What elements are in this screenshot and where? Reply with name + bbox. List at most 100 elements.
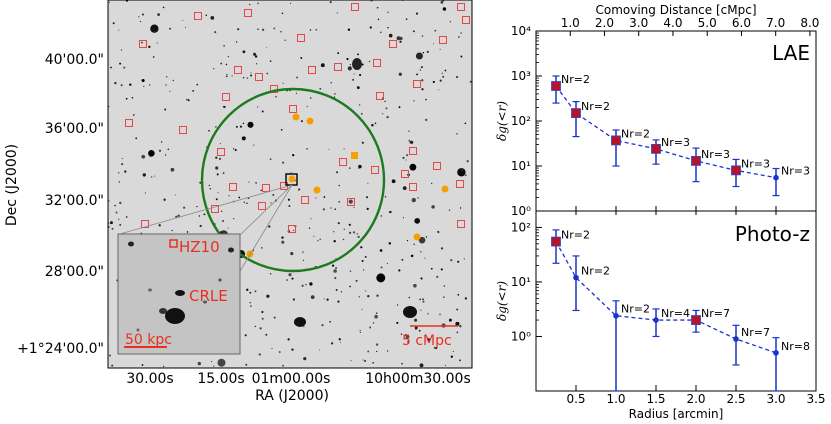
star xyxy=(227,227,229,229)
search-radius-circle xyxy=(200,87,386,273)
star xyxy=(235,41,238,43)
star xyxy=(352,231,356,234)
lae-candidate-box xyxy=(288,225,296,233)
star xyxy=(380,31,382,34)
n-label: Nr=2 xyxy=(621,303,650,316)
star xyxy=(227,55,230,58)
star xyxy=(169,90,171,92)
n-label: Nr=2 xyxy=(561,229,590,242)
star xyxy=(413,283,417,288)
lae-candidate-box xyxy=(297,34,305,42)
star xyxy=(405,159,407,161)
star xyxy=(138,16,140,18)
star xyxy=(400,333,403,335)
star xyxy=(315,197,317,199)
star xyxy=(444,69,447,72)
star xyxy=(456,132,458,135)
star xyxy=(148,45,151,49)
x-tick-label: 3.0 xyxy=(766,392,785,406)
star xyxy=(269,158,272,161)
star xyxy=(284,39,286,41)
star xyxy=(300,56,303,59)
star xyxy=(217,192,219,194)
star xyxy=(371,123,374,127)
star xyxy=(265,333,268,336)
star xyxy=(273,27,276,30)
star xyxy=(416,73,419,76)
star xyxy=(118,218,120,221)
star xyxy=(333,240,336,243)
star xyxy=(300,120,303,123)
star xyxy=(337,221,340,225)
star xyxy=(187,99,190,102)
star xyxy=(444,364,446,366)
star xyxy=(387,27,389,29)
lae-candidate-box xyxy=(234,66,242,74)
star xyxy=(163,198,166,201)
lae-candidate-box xyxy=(217,148,225,156)
star xyxy=(111,364,114,367)
lae-series: Nr=2 Nr=2 Nr=2 Nr=3 Nr=3 Nr=3 Nr=3 xyxy=(551,73,810,197)
photoz-panel: Photo-z 10⁰ 10¹ 10² δg(<r) 0.5 1.0 1.5 2.0 2.5… xyxy=(495,206,826,421)
star xyxy=(320,63,325,68)
star xyxy=(321,324,324,327)
star xyxy=(121,163,124,166)
scalebar-label: 5 cMpc xyxy=(402,333,452,349)
star xyxy=(291,277,294,280)
star xyxy=(441,72,443,74)
star xyxy=(370,0,373,2)
star xyxy=(401,258,404,261)
star xyxy=(275,95,277,98)
star xyxy=(124,170,127,173)
star xyxy=(427,313,429,315)
star xyxy=(360,112,363,115)
star xyxy=(361,63,364,66)
star xyxy=(260,189,263,192)
star xyxy=(387,11,389,13)
star xyxy=(287,198,290,201)
star xyxy=(419,363,424,368)
star xyxy=(330,342,334,345)
n-label: Nr=7 xyxy=(741,326,770,339)
star xyxy=(253,52,257,56)
star xyxy=(385,107,388,110)
star xyxy=(356,233,358,235)
star xyxy=(364,255,367,258)
top-axis: 1.0 2.0 3.0 4.0 5.0 6.0 7.0 8.0 xyxy=(561,16,819,36)
star xyxy=(259,327,262,330)
star xyxy=(245,363,248,366)
lae-candidate-box xyxy=(194,12,202,20)
ra-tick-label: 01m00.00s xyxy=(252,371,331,387)
star xyxy=(379,249,383,252)
star xyxy=(336,171,339,174)
top-tick-label: 1.0 xyxy=(561,16,580,30)
star xyxy=(455,75,459,79)
lae-candidate-box xyxy=(401,170,409,178)
n-label: Nr=2 xyxy=(621,127,650,140)
star xyxy=(131,96,134,99)
star xyxy=(433,43,434,45)
star xyxy=(158,149,162,152)
lae-panel: LAE Comoving Distance [cMpc] 1.0 2.0 3.0 4.… xyxy=(495,3,819,218)
star xyxy=(361,259,364,263)
star xyxy=(343,228,346,231)
star xyxy=(232,148,235,150)
data-point xyxy=(733,336,739,342)
lae-y-axis-title: δg(<r) xyxy=(495,101,509,141)
star xyxy=(422,51,425,54)
star xyxy=(430,267,433,270)
star xyxy=(205,146,207,148)
star xyxy=(135,137,138,140)
star xyxy=(164,108,167,111)
star xyxy=(295,92,298,94)
star xyxy=(434,29,437,32)
star xyxy=(358,167,360,169)
lae-candidate-box xyxy=(409,183,417,191)
star xyxy=(164,154,167,156)
star xyxy=(359,329,361,332)
star xyxy=(420,66,423,69)
star xyxy=(290,172,292,174)
star xyxy=(457,260,460,263)
star xyxy=(292,298,296,301)
